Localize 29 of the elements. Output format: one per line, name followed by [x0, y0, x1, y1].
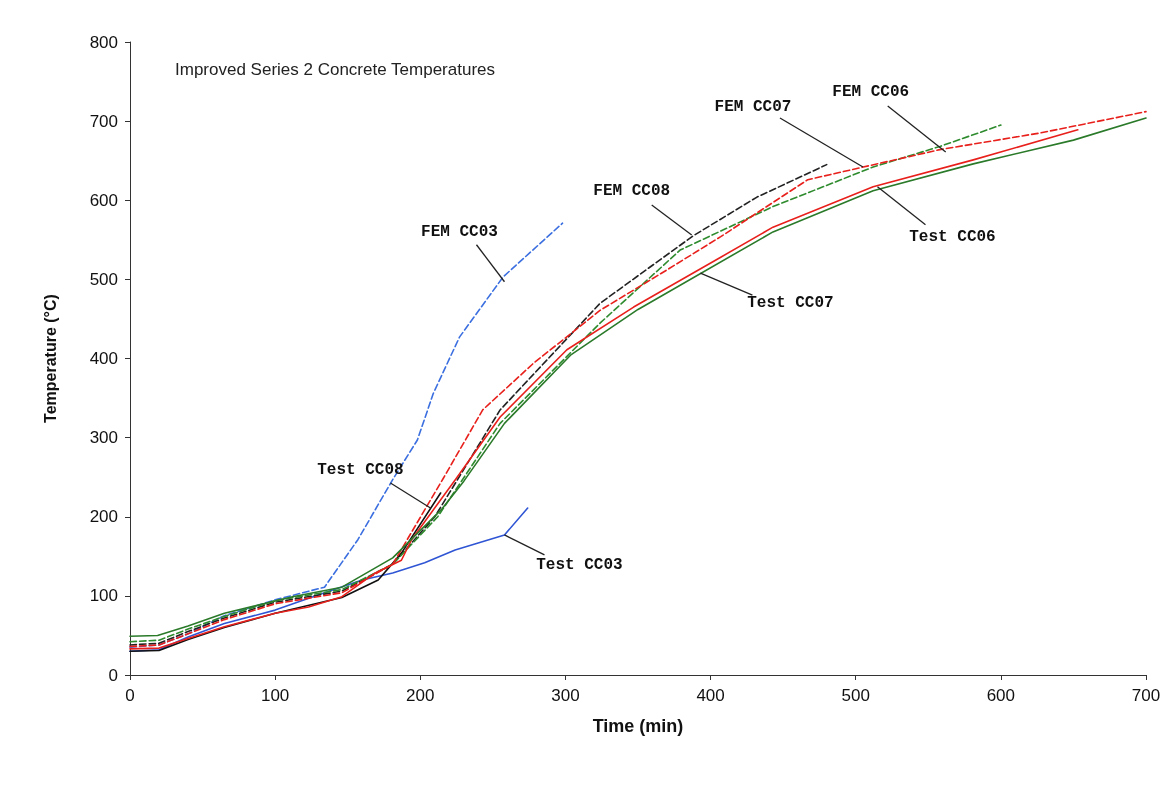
annotation: FEM CC07 — [713, 97, 793, 118]
x-tick-label: 100 — [260, 686, 290, 705]
annotation: Test CC03 — [535, 554, 624, 576]
y-tick-label: 800 — [89, 32, 118, 52]
x-tick-label: 400 — [696, 686, 725, 705]
annotation: Test CC07 — [746, 293, 835, 315]
x-tick-label: 600 — [986, 686, 1016, 705]
x-axis-title: Time (min) — [592, 716, 684, 736]
y-tick-label: 500 — [89, 269, 118, 289]
y-tick-label: 300 — [89, 428, 118, 448]
x-tick-label: 700 — [1131, 686, 1161, 705]
annotation: FEM CC08 — [592, 181, 672, 203]
annotation: FEM CC03 — [420, 221, 499, 243]
y-tick-label: 400 — [89, 349, 118, 368]
line-series — [129, 492, 442, 653]
y-tick-label: 100 — [89, 586, 118, 606]
x-tick-label: 0 — [125, 686, 135, 705]
x-tick-label: 200 — [406, 686, 435, 705]
y-tick-label: 0 — [108, 665, 118, 685]
annotation: FEM CC06 — [831, 81, 911, 103]
x-tick-label: 500 — [841, 686, 870, 705]
text: Improved Series 2 Concrete Temperatures — [175, 60, 496, 79]
annotation: Test CC08 — [316, 460, 405, 482]
y-tick-label: 600 — [89, 190, 118, 210]
y-axis-title: Temperature (°C) — [41, 294, 59, 423]
y-tick-label: 700 — [89, 111, 118, 131]
annotation: Test CC06 — [908, 226, 997, 248]
y-tick-label: 200 — [89, 507, 118, 527]
x-tick-label: 300 — [551, 686, 580, 705]
